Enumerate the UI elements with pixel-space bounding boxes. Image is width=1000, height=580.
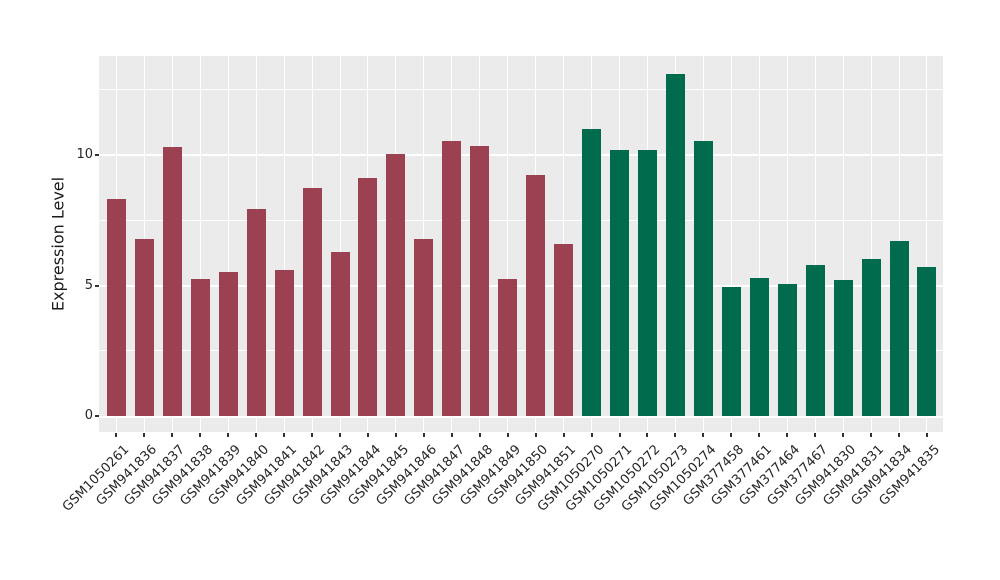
bar	[889, 241, 909, 416]
x-axis-tick	[534, 432, 537, 437]
bar	[582, 128, 602, 416]
gridline-category	[814, 56, 816, 432]
gridline-minor	[99, 219, 943, 221]
bar	[498, 278, 518, 416]
bar	[749, 277, 769, 416]
plot-panel	[99, 56, 943, 432]
bar	[805, 264, 825, 416]
y-axis-tick	[95, 154, 99, 156]
bar	[637, 149, 657, 416]
x-axis-tick	[562, 432, 565, 437]
x-axis-tick	[199, 432, 202, 437]
bar	[162, 147, 182, 416]
gridline-minor	[99, 350, 943, 352]
bar	[610, 149, 629, 416]
x-axis-tick	[227, 432, 230, 437]
x-axis-tick	[674, 432, 677, 437]
x-axis-tick	[478, 432, 481, 437]
x-axis-tick	[506, 432, 509, 437]
bar	[190, 278, 210, 416]
gridline-category	[199, 56, 201, 432]
gridline-category	[730, 56, 732, 432]
x-axis-tick	[339, 432, 341, 437]
bar	[665, 74, 685, 416]
bar	[246, 208, 266, 416]
x-axis-tick	[898, 432, 900, 437]
y-axis-tick	[95, 284, 99, 287]
x-axis-tick	[590, 432, 593, 437]
x-axis-tick	[143, 432, 146, 437]
gridline-minor	[99, 89, 943, 91]
gridline-category	[786, 56, 788, 432]
gridline-category	[870, 56, 872, 432]
bar	[777, 284, 797, 416]
x-axis-tick	[450, 432, 453, 437]
x-axis-tick	[646, 432, 649, 437]
bar	[526, 174, 546, 416]
x-axis-tick	[394, 432, 397, 437]
bar	[414, 238, 434, 416]
x-axis-tick	[814, 432, 817, 437]
y-axis-tick-label: 5	[84, 277, 93, 293]
bar	[470, 145, 490, 416]
gridline-category	[758, 56, 760, 432]
x-axis-tick	[311, 432, 314, 437]
x-axis-tick	[255, 432, 258, 437]
x-axis-tick	[422, 432, 425, 437]
bar	[386, 153, 406, 416]
gridline-category	[227, 56, 229, 432]
x-axis-tick	[842, 432, 845, 437]
gridline-category	[339, 56, 341, 432]
x-axis-tick	[786, 432, 789, 437]
bar	[693, 140, 713, 416]
y-axis-tick-label: 0	[84, 408, 93, 423]
gridline-category	[842, 56, 844, 432]
bar	[274, 269, 294, 416]
y-axis-tick-label: 10	[76, 147, 93, 162]
gridline-category	[283, 56, 285, 432]
bar	[302, 187, 322, 416]
x-axis-tick	[618, 432, 621, 437]
bar	[917, 267, 937, 416]
bar	[134, 238, 154, 416]
x-axis-tick	[758, 432, 761, 437]
bar	[721, 286, 741, 416]
bar	[861, 259, 881, 416]
bar	[554, 243, 574, 416]
bar	[358, 178, 378, 416]
x-axis-tick	[283, 432, 286, 437]
gridline-major	[99, 154, 943, 156]
bar	[218, 272, 238, 416]
gridline-major	[99, 416, 943, 418]
gridline-category	[507, 56, 509, 432]
x-axis-tick	[870, 432, 873, 437]
bar	[442, 140, 462, 416]
x-axis-tick	[730, 432, 733, 437]
x-axis-tick	[702, 432, 705, 437]
bar	[833, 280, 853, 416]
bar	[106, 199, 126, 416]
x-axis-tick	[925, 432, 928, 437]
gridline-major	[99, 284, 943, 287]
bar	[330, 251, 350, 416]
x-axis-tick	[366, 432, 369, 437]
x-axis-tick	[115, 432, 118, 437]
y-axis-tick	[95, 415, 99, 417]
gridline-category	[926, 56, 928, 432]
x-axis-tick	[171, 432, 174, 437]
